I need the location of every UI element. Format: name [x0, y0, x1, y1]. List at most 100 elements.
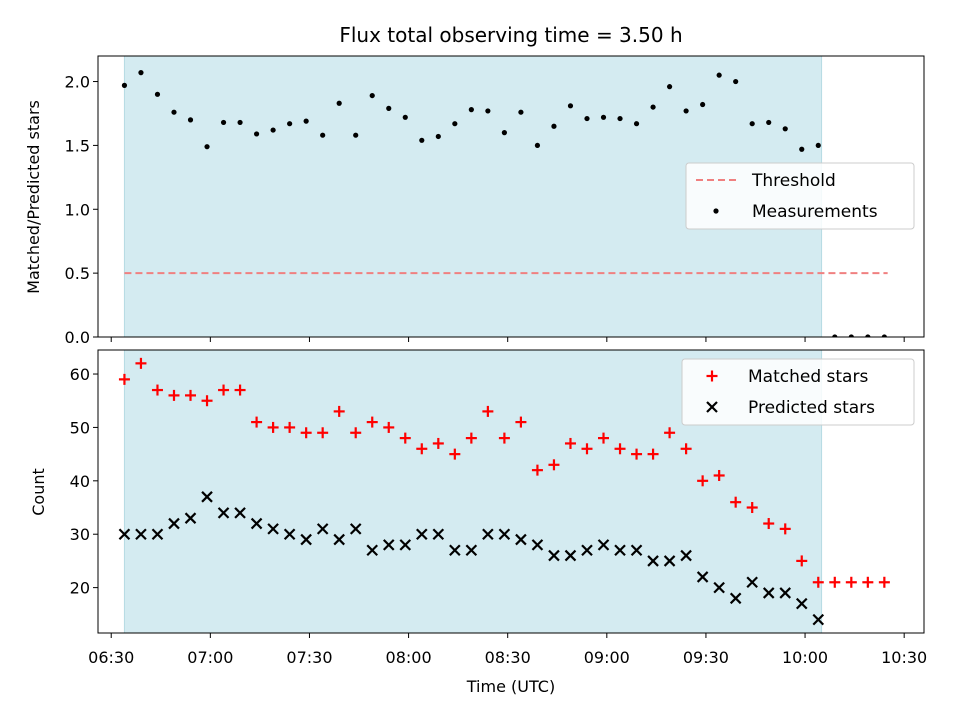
predicted-star-point — [201, 491, 213, 503]
measurement-point — [551, 123, 557, 129]
x-b — [680, 549, 692, 562]
top-legend: Threshold Measurements — [685, 162, 915, 230]
x-b — [168, 517, 180, 530]
bottom-legend: Matched stars Predicted stars — [681, 358, 915, 426]
matched-star-point — [581, 443, 593, 455]
measurement-point — [402, 114, 408, 120]
matched-star-point — [713, 469, 725, 481]
matched-star-point — [151, 384, 163, 396]
measurement-point — [650, 104, 656, 110]
predicted-star-point — [498, 528, 511, 540]
matched-star-point — [185, 389, 197, 401]
x-b — [118, 528, 131, 540]
matched-star-point — [350, 427, 362, 439]
measurement-point — [121, 82, 128, 88]
matched-star-point — [333, 405, 345, 417]
bottom-y-axis-label: Count — [29, 468, 48, 516]
predicted-star-point — [812, 613, 825, 626]
predicted-star-point — [713, 581, 725, 594]
matched-star-point — [168, 389, 180, 401]
predicted-star-point — [151, 528, 164, 540]
measurement-point — [253, 131, 260, 137]
predicted-star-point — [250, 517, 263, 530]
bottom-x-tick-label: 08:30 — [485, 648, 531, 667]
matched-star-point — [829, 576, 841, 588]
x-b — [151, 528, 164, 540]
matched-star-point — [482, 405, 494, 417]
x-b — [465, 544, 478, 557]
x-b — [630, 544, 643, 557]
bottom-x-tick-label: 07:00 — [187, 648, 233, 667]
matched-star-point — [300, 427, 312, 439]
legend-measurement-swatch — [713, 208, 719, 214]
bottom-x-tick-label: 08:00 — [386, 648, 432, 667]
top-panel: 0.0 0.5 1.0 1.5 2.0 Threshold Measurements — [65, 55, 925, 347]
top-y-tick-label: 2.0 — [65, 73, 90, 92]
measurement-point — [303, 118, 309, 124]
x-b — [333, 533, 345, 546]
predicted-star-point — [416, 528, 428, 540]
matched-star-point — [779, 523, 791, 535]
measurement-point — [584, 115, 590, 122]
predicted-star-point — [779, 587, 792, 599]
measurement-point — [171, 109, 177, 115]
matched-star-point — [564, 437, 576, 449]
x-b — [713, 581, 725, 594]
matched-star-point — [317, 427, 329, 439]
measurement-point — [287, 121, 293, 127]
bottom-series-0 — [118, 357, 890, 588]
measurement-point — [782, 126, 788, 132]
matched-star-point — [614, 443, 626, 455]
measurement-point — [865, 334, 871, 337]
predicted-star-point — [729, 592, 742, 605]
x-b — [432, 528, 445, 540]
measurement-point — [204, 144, 210, 150]
predicted-star-point — [564, 549, 577, 562]
bottom-frame — [97, 349, 925, 634]
predicted-star-point — [217, 507, 230, 519]
matched-star-point — [416, 443, 428, 455]
measurement-point — [700, 101, 706, 108]
measurement-point — [468, 107, 474, 113]
matched-star-point — [746, 502, 758, 514]
measurement-point — [832, 334, 838, 337]
x-b — [564, 549, 577, 562]
matched-star-point — [730, 496, 742, 508]
matched-star-point — [201, 395, 213, 407]
measurement-point — [518, 109, 524, 115]
measurement-point — [799, 146, 805, 152]
top-y-tick-label: 0.0 — [65, 328, 90, 347]
matched-star-point — [680, 443, 692, 455]
measurement-point — [336, 100, 342, 106]
matched-star-point — [267, 421, 279, 433]
measurement-point — [666, 84, 673, 90]
measurement-point — [237, 119, 243, 126]
predicted-star-point — [515, 533, 527, 546]
matched-star-point — [135, 357, 147, 369]
measurement-point — [187, 117, 194, 123]
x-b — [729, 592, 742, 605]
x-b — [746, 576, 758, 589]
measurement-point — [501, 130, 507, 136]
matched-star-point — [366, 416, 378, 428]
predicted-star-point — [680, 549, 692, 562]
matched-star-point — [647, 448, 659, 460]
bottom-y-tick-label: 40 — [70, 472, 90, 491]
bottom-legend-box — [681, 358, 915, 426]
predicted-star-point — [548, 549, 560, 562]
predicted-star-point — [234, 507, 246, 519]
x-b — [399, 539, 412, 551]
legend-predicted-swatch — [706, 401, 718, 413]
predicted-star-point — [118, 528, 131, 540]
matched-star-point — [548, 459, 560, 471]
bottom-legend-label: Matched stars — [748, 367, 868, 387]
predicted-star-point — [762, 587, 775, 599]
measurement-point — [369, 92, 375, 99]
chart-title: Flux total observing time = 3.50 h — [339, 23, 682, 47]
measurement-point — [733, 78, 739, 85]
bottom-y-tick-label: 20 — [70, 579, 90, 598]
predicted-star-point — [795, 597, 808, 610]
predicted-star-point — [135, 528, 147, 540]
measurement-point — [485, 108, 491, 114]
